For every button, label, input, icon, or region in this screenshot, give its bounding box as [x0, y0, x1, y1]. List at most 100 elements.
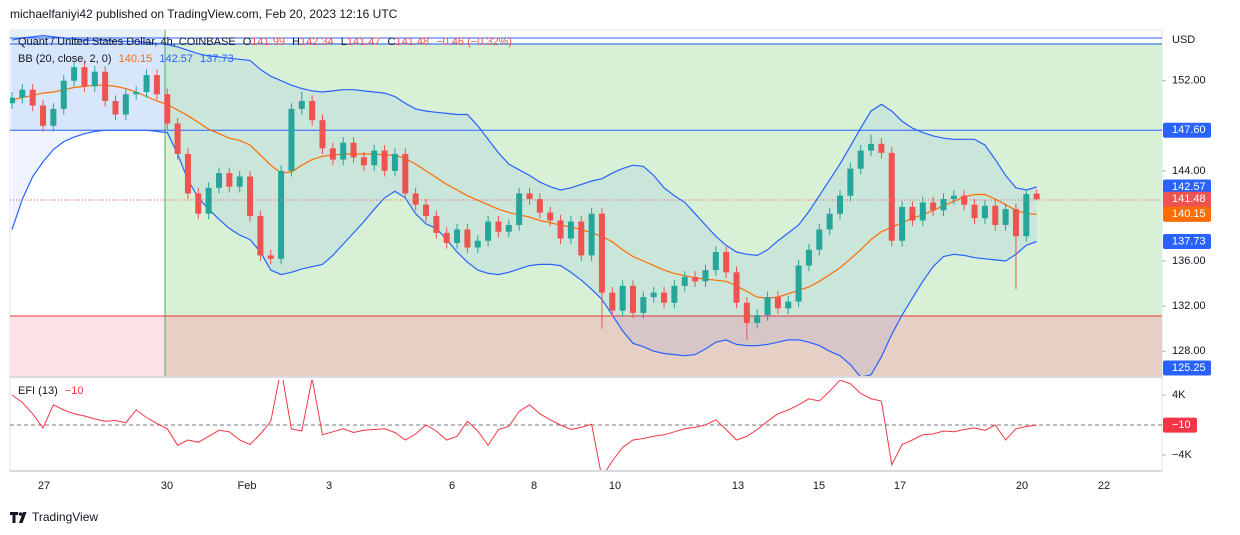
x-tick-label: 10 — [609, 480, 621, 492]
bb-basis — [11, 84, 1037, 299]
candle-body — [309, 101, 316, 121]
candle-body — [216, 173, 222, 188]
bb-name: BB (20, close, 2, 0) — [18, 53, 112, 65]
x-tick-label: 20 — [1016, 480, 1028, 492]
candle-body — [433, 215, 440, 233]
main-pane — [10, 34, 1162, 376]
bb-basis-value: 140.15 — [119, 53, 153, 65]
logo-dot — [18, 512, 23, 516]
candle-body — [60, 80, 67, 109]
efi-name: EFI (13) — [18, 385, 58, 397]
bb-lower-value: 137.73 — [200, 53, 234, 65]
candle-body — [536, 199, 543, 213]
bb-upper-label: 142.57 — [1172, 181, 1206, 193]
candle-body — [329, 148, 336, 160]
x-tick-label: 6 — [449, 480, 455, 492]
candle-body — [350, 142, 357, 158]
axes: 128.00 132.00 136.00 144.00 152.00 147.60 142.… — [38, 75, 1211, 492]
candle-body — [516, 193, 523, 225]
currency: USD — [1172, 34, 1195, 46]
candle-body — [650, 292, 657, 298]
candle-body — [1033, 193, 1040, 200]
candle-body — [671, 285, 678, 303]
candle-body — [1002, 209, 1009, 225]
efi-value: −10 — [65, 385, 84, 397]
efi-tick-label: −4K — [1172, 449, 1193, 461]
candle-body — [909, 206, 916, 221]
left-zone — [10, 30, 165, 130]
logo-icon — [10, 512, 27, 523]
candle-body — [888, 152, 895, 241]
candle-body — [278, 170, 285, 259]
candle-body — [837, 195, 843, 214]
ohlc-letter: C — [388, 36, 396, 48]
candle-body — [847, 168, 854, 196]
candle-body — [81, 67, 88, 87]
x-tick-label: 22 — [1098, 480, 1110, 492]
bb-basis-label: 140.15 — [1172, 208, 1206, 220]
candle-body — [681, 276, 688, 286]
candle-body — [598, 213, 605, 293]
hline-label: 147.60 — [1172, 124, 1206, 136]
y-tick-label: 144.00 — [1172, 165, 1206, 177]
candle-body — [495, 221, 502, 232]
candle-body — [174, 123, 181, 154]
candle-body — [857, 150, 864, 169]
candle-body — [391, 153, 398, 171]
candle-body — [547, 212, 554, 221]
candle-body — [423, 204, 429, 216]
candle-body — [692, 276, 699, 282]
candle-body — [360, 157, 367, 166]
change: −0.46 (−0.32%) — [436, 36, 512, 48]
candle-body — [122, 94, 129, 115]
x-tick-label: 13 — [732, 480, 744, 492]
candle-body — [785, 301, 792, 309]
candle-body — [919, 202, 926, 221]
candle-body — [640, 297, 647, 313]
candle-body — [764, 297, 771, 316]
low-marker-badge — [1163, 360, 1211, 376]
bb-upper-value: 142.57 — [159, 53, 193, 65]
candle-body — [298, 101, 305, 109]
candle-body — [40, 105, 47, 126]
candle-body — [143, 75, 150, 92]
candle-body — [443, 232, 450, 244]
candle-body — [10, 97, 15, 104]
candle-body — [1012, 209, 1019, 237]
candle-body — [195, 193, 202, 214]
candle-body — [774, 297, 781, 309]
publish-header: michaelfaniyi42 published on TradingView… — [10, 7, 398, 21]
ohlc-value: 141.48 — [395, 36, 429, 48]
efi-legend: EFI (13) −10 — [18, 385, 83, 397]
candle-body — [878, 143, 885, 153]
candle-body — [795, 265, 802, 302]
candle-body — [619, 285, 626, 311]
candle-body — [257, 215, 264, 256]
candle-body — [236, 176, 243, 187]
candle-body — [557, 220, 564, 239]
candle-body — [630, 285, 636, 313]
candle-body — [485, 221, 492, 241]
candle-body — [826, 213, 833, 230]
symbol-legend: Quant / United States Dollar, 4h, COINBA… — [18, 36, 512, 48]
bb-fill — [12, 35, 1037, 376]
candle-body — [50, 108, 57, 126]
efi-badge — [1163, 417, 1197, 433]
x-tick-label: 15 — [813, 480, 825, 492]
candle-body — [588, 213, 595, 256]
candle-body — [567, 221, 574, 239]
y-tick-label: 128.00 — [1172, 345, 1206, 357]
candle-body — [733, 272, 740, 303]
candle-body — [474, 240, 481, 248]
candle-body — [319, 120, 326, 149]
ohlc-letter: L — [341, 36, 347, 48]
candle-body — [112, 101, 119, 115]
candle-body — [712, 252, 719, 271]
efi-line — [11, 380, 1037, 470]
candle-body — [868, 143, 875, 151]
candle-body — [930, 202, 937, 211]
candle-body — [267, 255, 274, 259]
candle-body — [464, 229, 471, 248]
candle-body — [609, 292, 616, 311]
